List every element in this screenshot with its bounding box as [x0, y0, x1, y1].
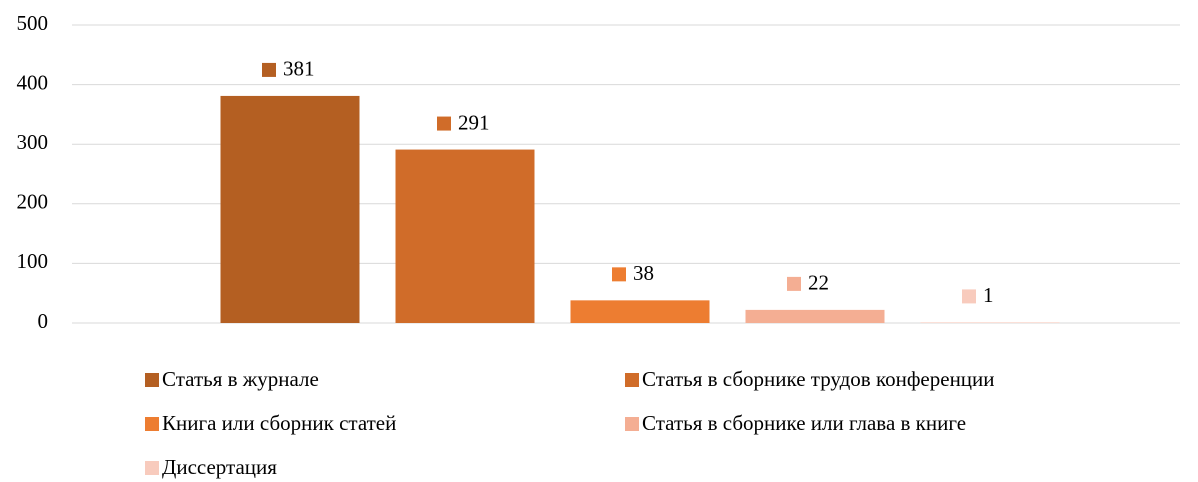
- data-label: 22: [808, 271, 829, 295]
- data-label-key: [262, 62, 276, 77]
- y-tick-label: 400: [17, 70, 49, 94]
- legend-key: [145, 373, 159, 387]
- bar: [920, 322, 1060, 323]
- legend-label: Статья в журнале: [162, 367, 319, 391]
- data-label-key: [787, 276, 801, 291]
- y-tick-label: 0: [38, 309, 49, 333]
- legend-label: Статья в сборнике трудов конференции: [642, 367, 995, 391]
- bar: [220, 95, 360, 323]
- legend-label: Диссертация: [162, 455, 277, 479]
- data-label: 381: [283, 57, 315, 81]
- data-label: 1: [983, 283, 994, 307]
- legend-key: [625, 373, 639, 387]
- data-label: 38: [633, 261, 654, 285]
- legend-key: [145, 417, 159, 431]
- y-tick-label: 300: [17, 130, 49, 154]
- y-tick-label: 500: [17, 11, 49, 35]
- bar: [745, 309, 885, 323]
- y-tick-label: 100: [17, 249, 49, 273]
- data-label-key: [962, 289, 976, 304]
- bar: [570, 300, 710, 323]
- bar: [395, 149, 535, 323]
- legend-label: Статья в сборнике или глава в книге: [642, 411, 966, 435]
- data-label-key: [437, 116, 451, 131]
- data-label-key: [612, 267, 626, 282]
- data-label: 291: [458, 110, 490, 134]
- legend-key: [625, 417, 639, 431]
- legend-label: Книга или сборник статей: [162, 411, 396, 435]
- legend-key: [145, 461, 159, 475]
- y-tick-label: 200: [17, 190, 49, 214]
